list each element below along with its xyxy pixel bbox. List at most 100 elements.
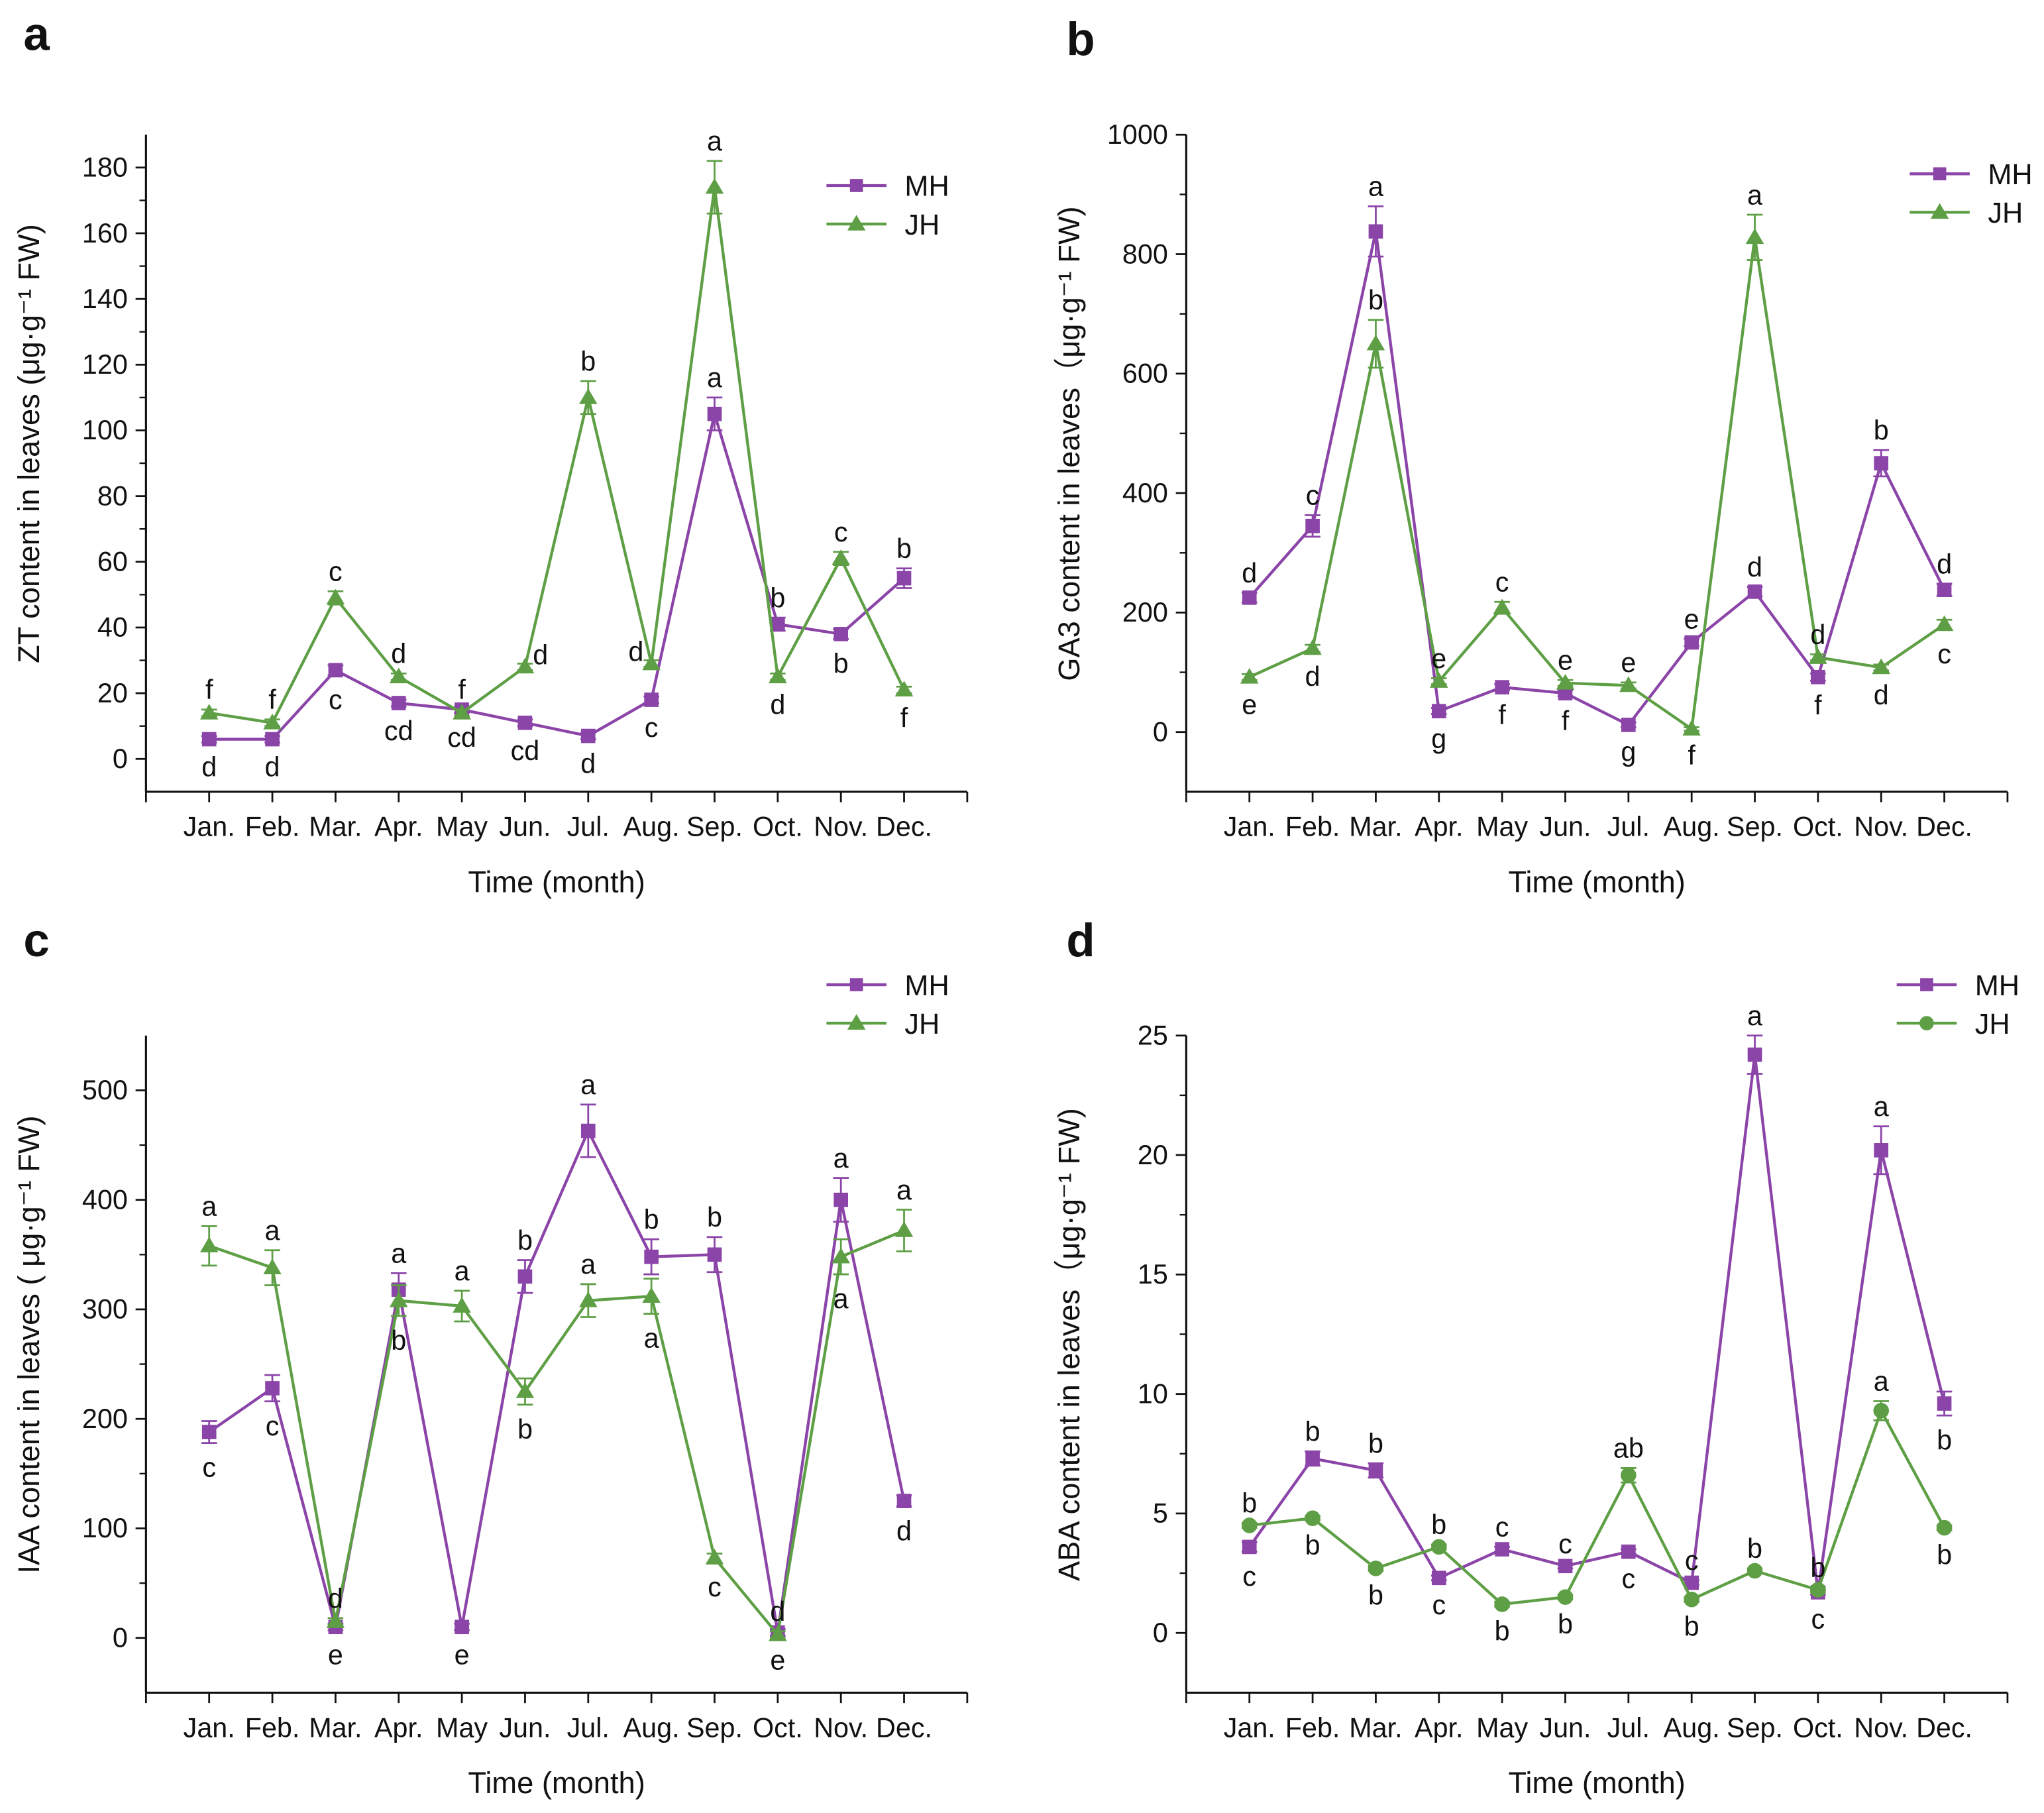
y-tick-label: 0 xyxy=(113,1623,128,1653)
data-point xyxy=(326,588,345,605)
data-point xyxy=(1305,518,1320,533)
data-point xyxy=(1558,1559,1573,1574)
significance-letter: c xyxy=(1558,1529,1572,1559)
data-point xyxy=(1936,1519,1953,1536)
significance-letter: f xyxy=(1498,700,1506,730)
significance-letter: c xyxy=(1432,1590,1446,1620)
data-point xyxy=(453,1297,471,1313)
data-point xyxy=(1811,669,1825,685)
data-point xyxy=(515,657,535,674)
significance-letter: b xyxy=(1684,1612,1699,1642)
significance-letter: cd xyxy=(447,722,476,753)
x-tick-label: Feb. xyxy=(1285,812,1340,842)
y-tick-label: 800 xyxy=(1122,239,1168,269)
significance-letter: g xyxy=(1431,724,1446,754)
significance-letter: d xyxy=(770,689,785,720)
significance-letter: d xyxy=(391,639,406,669)
data-point xyxy=(391,696,406,710)
series-JH: a a d b a b a a c d a a xyxy=(199,1175,914,1641)
significance-letter: a xyxy=(201,1191,217,1222)
data-point xyxy=(1684,1575,1699,1590)
data-point xyxy=(1937,582,1952,597)
significance-letter: f xyxy=(900,702,908,733)
legend-item-MH: MH xyxy=(826,171,949,203)
significance-letter: f xyxy=(1562,706,1570,736)
data-point xyxy=(1937,1396,1952,1411)
panel-label: a xyxy=(23,8,50,60)
significance-letter: d xyxy=(1747,552,1762,582)
significance-letter: b xyxy=(1937,1539,1952,1570)
data-point xyxy=(642,1287,661,1303)
data-point xyxy=(894,681,914,697)
legend-marker xyxy=(849,978,863,991)
significance-letter: d xyxy=(1874,680,1889,710)
significance-letter: a xyxy=(391,1238,406,1269)
significance-letter: a xyxy=(580,1070,596,1100)
data-point xyxy=(389,667,408,684)
data-point xyxy=(579,388,598,404)
significance-letter: c xyxy=(708,1572,722,1602)
data-point xyxy=(1747,584,1762,599)
significance-letter: b xyxy=(896,533,912,564)
data-point xyxy=(1684,635,1699,650)
legend-marker xyxy=(1933,167,1947,181)
x-tick-label: Dec. xyxy=(876,1712,932,1743)
significance-letter: e xyxy=(1242,689,1257,720)
y-tick-label: 100 xyxy=(82,1513,128,1543)
x-tick-label: Jul. xyxy=(1607,1712,1650,1743)
data-point xyxy=(263,713,282,730)
data-point xyxy=(1557,1589,1574,1605)
series-line xyxy=(208,1127,906,1633)
data-point xyxy=(644,1249,659,1264)
x-tick-label: Jun. xyxy=(1539,1712,1591,1743)
data-point xyxy=(1431,1570,1446,1586)
data-point xyxy=(1874,456,1889,470)
x-tick-label: Aug. xyxy=(623,812,680,842)
x-tick-label: Oct. xyxy=(753,812,803,842)
significance-letter: cd xyxy=(384,716,413,746)
data-point xyxy=(326,1612,345,1628)
panel-c: c 0 100 200 300 400 500 Jan. Feb. Mar. Apr. May Jun.… xyxy=(12,914,969,1800)
significance-letter: f xyxy=(1814,690,1822,720)
significance-letter: a xyxy=(265,1215,280,1246)
y-tick-label: 200 xyxy=(1122,597,1168,628)
data-point xyxy=(1241,1517,1258,1533)
data-point xyxy=(1621,1544,1636,1559)
data-point xyxy=(832,549,850,565)
legend-label: MH xyxy=(1975,970,2019,1002)
x-tick-label: Oct. xyxy=(753,1712,803,1743)
x-tick-label: Apr. xyxy=(1415,812,1463,842)
data-point xyxy=(1430,1539,1447,1555)
data-point xyxy=(263,1258,282,1274)
data-point xyxy=(580,728,596,743)
significance-letter: b xyxy=(1874,415,1889,445)
data-point xyxy=(1621,718,1636,732)
x-tick-label: Nov. xyxy=(814,1712,868,1743)
data-point xyxy=(1366,334,1385,351)
data-point xyxy=(894,1221,914,1237)
significance-letter: b xyxy=(1810,1553,1825,1583)
data-point xyxy=(705,1549,724,1565)
significance-letter: a xyxy=(644,1323,659,1354)
data-point xyxy=(1619,676,1638,692)
significance-letter: f xyxy=(458,675,466,705)
x-tick-label: Jun. xyxy=(499,812,551,842)
significance-letter: c xyxy=(266,1411,280,1441)
series-line xyxy=(1248,1054,1946,1593)
data-point xyxy=(515,1382,535,1398)
data-point xyxy=(1747,1047,1762,1062)
series-line xyxy=(209,408,905,741)
significance-letter: e xyxy=(328,1639,343,1670)
y-tick-label: 5 xyxy=(1153,1498,1168,1529)
significance-letter: c xyxy=(1937,639,1951,669)
panel-label: b xyxy=(1066,13,1095,66)
significance-letter: b xyxy=(1368,285,1383,315)
x-tick-label: Dec. xyxy=(1916,812,1972,842)
y-tick-label: 0 xyxy=(1153,1618,1168,1648)
legend-label: MH xyxy=(904,970,949,1002)
significance-letter: c xyxy=(1685,1545,1699,1576)
significance-letter: d xyxy=(1305,661,1320,692)
data-point xyxy=(389,1291,408,1307)
